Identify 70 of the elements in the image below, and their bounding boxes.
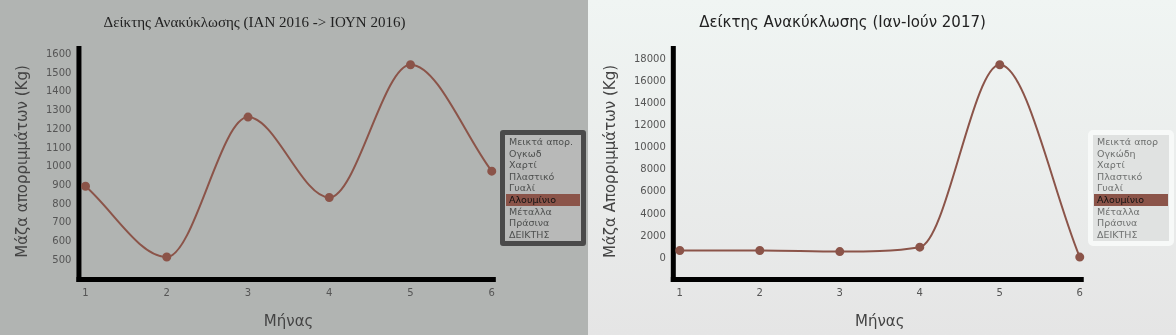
y-tick-label: 12000	[634, 119, 666, 131]
legend-label: Χαρτί	[508, 159, 538, 171]
y-tick-label: 14000	[634, 97, 666, 109]
x-axis-title: Μήνας	[855, 311, 905, 330]
x-tick-label: 1	[82, 286, 89, 298]
y-tick-label: 500	[52, 253, 72, 265]
y-tick-label: 600	[52, 235, 72, 247]
point	[915, 242, 925, 252]
legend-label: ΔΕΙΚΤΗΣ	[1096, 228, 1139, 241]
text: Αλουμίνιο	[1094, 193, 1168, 206]
point	[487, 166, 497, 176]
legend-label: Ογκωδ	[508, 147, 543, 160]
y-tick-label: 4000	[640, 207, 666, 219]
y-tick-label: 1600	[46, 48, 72, 60]
point	[81, 181, 91, 191]
point	[835, 247, 845, 257]
point	[755, 245, 765, 255]
x-axis-title: Μήνας	[263, 311, 314, 330]
x-tick-label: 2	[756, 286, 763, 298]
x-tick-label: 2	[163, 286, 170, 298]
x-tick-label: 5	[996, 286, 1003, 298]
point	[675, 245, 685, 255]
y-axis-title: Μάζα Απορριμμάτων (Kg)	[600, 64, 619, 259]
y-tick-label: 18000	[634, 52, 666, 64]
y-tick-label: 16000	[634, 74, 666, 86]
legend-label: Πλαστικό	[1096, 170, 1144, 183]
y-tick-label: 700	[52, 216, 72, 228]
point	[162, 252, 172, 262]
legend-label: Πράσινα	[1096, 217, 1139, 229]
legend-label: Χαρτί	[1096, 159, 1126, 171]
y-tick-label: 1500	[46, 66, 72, 78]
x-tick-label: 4	[916, 286, 923, 298]
y-tick-label: 2000	[640, 229, 666, 241]
x-tick-label: 6	[1076, 286, 1083, 298]
y-tick-label: 1200	[46, 122, 72, 134]
y-tick-label: 10000	[634, 141, 666, 153]
y-tick-label: 800	[52, 197, 72, 209]
x-tick-label: 3	[244, 286, 252, 298]
y-tick-label: 6000	[640, 185, 666, 197]
point	[995, 60, 1005, 70]
legend-label: Μέταλλα	[1096, 205, 1141, 218]
x-tick-label: 4	[326, 286, 333, 298]
y-tick-label: 1400	[46, 85, 72, 97]
y-tick-label: 8000	[640, 163, 666, 175]
chart-title: Δείκτης Ανακύκλωσης (Ιαν-Ιούν 2017)	[699, 12, 986, 31]
y-tick-label: 1300	[46, 104, 72, 116]
y-axis-title: Μάζα απορριμμάτων (Kg)	[12, 65, 31, 258]
x-tick-label: 5	[407, 286, 414, 298]
text: Αλουμίνιο	[506, 193, 580, 206]
legend-label: Γυαλί	[1096, 182, 1124, 194]
legend-label: Μεικτά απορ.	[508, 136, 574, 148]
x-tick-label: 6	[488, 286, 495, 298]
legend-label: Πράσινα	[508, 217, 551, 229]
legend-label: Πλαστικό	[508, 170, 556, 183]
x-tick-label: 1	[676, 286, 683, 298]
legend-label: ΔΕΙΚΤΗΣ	[508, 228, 551, 241]
point	[406, 60, 416, 70]
chart-title: Δείκτης Ανακύκλωσης (ΙΑΝ 2016 -> ΙΟΥΝ 2016)	[103, 13, 406, 31]
legend-label: Μέταλλα	[508, 205, 553, 218]
y-tick-label: 1100	[46, 141, 72, 153]
x-tick-label: 3	[836, 286, 843, 298]
point	[324, 193, 334, 203]
legend-label: Ογκώδη	[1096, 147, 1137, 160]
y-tick-label: 1000	[46, 160, 72, 172]
legend-label: Γυαλί	[508, 182, 536, 194]
legend-label: Μεικτά απορ	[1096, 136, 1159, 148]
point	[1075, 252, 1085, 262]
y-tick-label: 900	[52, 178, 72, 190]
y-tick-label: 0	[659, 251, 666, 263]
point	[243, 112, 253, 122]
